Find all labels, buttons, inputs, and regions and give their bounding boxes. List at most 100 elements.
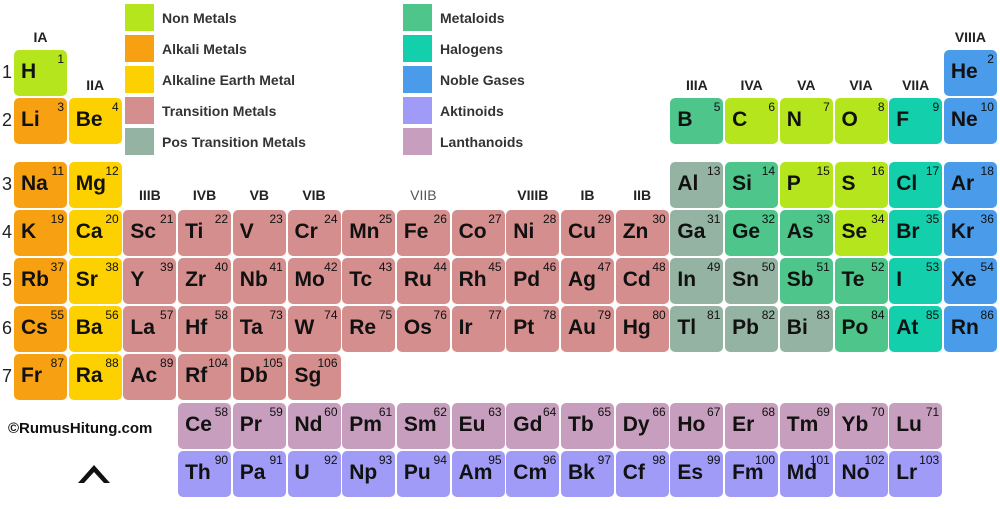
element-cell-cf[interactable]: Cf 98 <box>615 451 669 497</box>
element-cell-er[interactable]: Er 68 <box>725 403 779 449</box>
element-cell-in[interactable]: In 49 <box>670 258 724 304</box>
element-cell-md[interactable]: Md 101 <box>779 451 833 497</box>
element-cell-fr[interactable]: Fr 87 <box>14 354 67 400</box>
element-cell-pt[interactable]: Pt 78 <box>506 306 560 352</box>
chevron-up-icon[interactable] <box>76 455 112 487</box>
element-cell-po[interactable]: Po 84 <box>834 306 888 352</box>
element-cell-li[interactable]: Li 3 <box>14 98 67 144</box>
element-cell-np[interactable]: Np 93 <box>342 451 396 497</box>
element-cell-pu[interactable]: Pu 94 <box>396 451 450 497</box>
element-cell-am[interactable]: Am 95 <box>451 451 505 497</box>
element-cell-co[interactable]: Co 27 <box>451 210 505 256</box>
element-cell-os[interactable]: Os 76 <box>396 306 450 352</box>
element-cell-kr[interactable]: Kr 36 <box>943 210 997 256</box>
element-cell-ar[interactable]: Ar 18 <box>943 162 997 208</box>
element-cell-ho[interactable]: Ho 67 <box>670 403 724 449</box>
element-cell-as[interactable]: As 33 <box>779 210 833 256</box>
element-cell-zn[interactable]: Zn 30 <box>615 210 669 256</box>
element-cell-he[interactable]: He 2 <box>943 50 997 96</box>
element-cell-hf[interactable]: Hf 58 <box>178 306 232 352</box>
element-cell-ge[interactable]: Ge 32 <box>725 210 779 256</box>
element-cell-th[interactable]: Th 90 <box>178 451 232 497</box>
element-cell-cs[interactable]: Cs 55 <box>14 306 67 352</box>
element-cell-at[interactable]: At 85 <box>889 306 943 352</box>
element-cell-la[interactable]: La 57 <box>123 306 177 352</box>
element-cell-pr[interactable]: Pr 59 <box>232 403 286 449</box>
element-cell-ti[interactable]: Ti 22 <box>178 210 232 256</box>
element-cell-lu[interactable]: Lu 71 <box>889 403 943 449</box>
element-cell-tb[interactable]: Tb 65 <box>561 403 614 449</box>
element-cell-rf[interactable]: Rf 104 <box>178 354 232 400</box>
element-cell-na[interactable]: Na 11 <box>14 162 67 208</box>
element-cell-ac[interactable]: Ac 89 <box>123 354 177 400</box>
element-cell-db[interactable]: Db 105 <box>232 354 286 400</box>
element-cell-k[interactable]: K 19 <box>14 210 67 256</box>
element-cell-rn[interactable]: Rn 86 <box>943 306 997 352</box>
element-cell-zr[interactable]: Zr 40 <box>178 258 232 304</box>
element-cell-sb[interactable]: Sb 51 <box>779 258 833 304</box>
element-cell-ir[interactable]: Ir 77 <box>451 306 505 352</box>
element-cell-rh[interactable]: Rh 45 <box>451 258 505 304</box>
element-cell-tc[interactable]: Tc 43 <box>342 258 396 304</box>
element-cell-yb[interactable]: Yb 70 <box>834 403 888 449</box>
element-cell-sr[interactable]: Sr 38 <box>68 258 122 304</box>
element-cell-fe[interactable]: Fe 26 <box>396 210 450 256</box>
element-cell-ra[interactable]: Ra 88 <box>68 354 122 400</box>
element-cell-ta[interactable]: Ta 73 <box>232 306 286 352</box>
element-cell-au[interactable]: Au 79 <box>561 306 614 352</box>
element-cell-bk[interactable]: Bk 97 <box>561 451 614 497</box>
element-cell-xe[interactable]: Xe 54 <box>943 258 997 304</box>
element-cell-tm[interactable]: Tm 69 <box>779 403 833 449</box>
element-cell-cu[interactable]: Cu 29 <box>561 210 614 256</box>
element-cell-bi[interactable]: Bi 83 <box>779 306 833 352</box>
element-cell-tl[interactable]: Tl 81 <box>670 306 724 352</box>
element-cell-u[interactable]: U 92 <box>287 451 341 497</box>
site-credit[interactable]: ©RumusHitung.com <box>8 420 153 437</box>
element-cell-rb[interactable]: Rb 37 <box>14 258 67 304</box>
element-cell-mn[interactable]: Mn 25 <box>342 210 396 256</box>
element-cell-no[interactable]: No 102 <box>834 451 888 497</box>
element-cell-nb[interactable]: Nb 41 <box>232 258 286 304</box>
element-cell-ne[interactable]: Ne 10 <box>943 98 997 144</box>
element-cell-nd[interactable]: Nd 60 <box>287 403 341 449</box>
element-cell-pb[interactable]: Pb 82 <box>725 306 779 352</box>
element-cell-w[interactable]: W 74 <box>287 306 341 352</box>
element-cell-eu[interactable]: Eu 63 <box>451 403 505 449</box>
element-cell-sg[interactable]: Sg 106 <box>287 354 341 400</box>
element-cell-y[interactable]: Y 39 <box>123 258 177 304</box>
element-cell-gd[interactable]: Gd 64 <box>506 403 560 449</box>
element-cell-p[interactable]: P 15 <box>779 162 833 208</box>
element-cell-br[interactable]: Br 35 <box>889 210 943 256</box>
element-cell-hg[interactable]: Hg 80 <box>615 306 669 352</box>
element-cell-ni[interactable]: Ni 28 <box>506 210 560 256</box>
element-cell-i[interactable]: I 53 <box>889 258 943 304</box>
element-cell-ag[interactable]: Ag 47 <box>561 258 614 304</box>
element-cell-pa[interactable]: Pa 91 <box>232 451 286 497</box>
element-cell-es[interactable]: Es 99 <box>670 451 724 497</box>
element-cell-sc[interactable]: Sc 21 <box>123 210 177 256</box>
element-cell-v[interactable]: V 23 <box>232 210 286 256</box>
element-cell-sm[interactable]: Sm 62 <box>396 403 450 449</box>
element-cell-fm[interactable]: Fm 100 <box>725 451 779 497</box>
element-cell-pm[interactable]: Pm 61 <box>342 403 396 449</box>
element-cell-sn[interactable]: Sn 50 <box>725 258 779 304</box>
element-cell-cd[interactable]: Cd 48 <box>615 258 669 304</box>
element-cell-ca[interactable]: Ca 20 <box>68 210 122 256</box>
element-cell-te[interactable]: Te 52 <box>834 258 888 304</box>
element-cell-be[interactable]: Be 4 <box>68 98 122 144</box>
element-cell-dy[interactable]: Dy 66 <box>615 403 669 449</box>
element-cell-se[interactable]: Se 34 <box>834 210 888 256</box>
element-cell-ga[interactable]: Ga 31 <box>670 210 724 256</box>
element-cell-al[interactable]: Al 13 <box>670 162 724 208</box>
element-cell-pd[interactable]: Pd 46 <box>506 258 560 304</box>
element-cell-ba[interactable]: Ba 56 <box>68 306 122 352</box>
element-cell-mo[interactable]: Mo 42 <box>287 258 341 304</box>
element-cell-cr[interactable]: Cr 24 <box>287 210 341 256</box>
element-cell-ru[interactable]: Ru 44 <box>396 258 450 304</box>
